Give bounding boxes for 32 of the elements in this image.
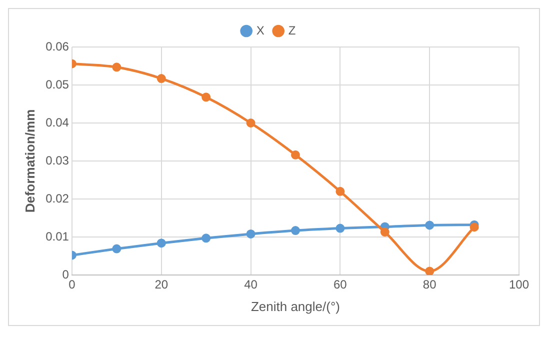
point	[336, 224, 345, 233]
y-tick-label: 0.06	[46, 39, 70, 54]
point	[290, 150, 300, 160]
y-tick-label: 0.04	[46, 115, 70, 130]
x-tick-label: 100	[508, 278, 530, 292]
x-tick-label: 80	[422, 278, 437, 292]
y-tick-label: 0.01	[46, 229, 70, 244]
y-tick-label: 0.03	[46, 153, 70, 168]
y-tick-label: 0.02	[46, 191, 70, 206]
x-tick-label: 40	[244, 278, 258, 292]
point	[246, 118, 256, 128]
point	[425, 220, 434, 230]
y-axis-title: Deformation/mm	[22, 109, 38, 213]
point	[112, 244, 122, 254]
point	[156, 238, 166, 248]
point	[336, 186, 345, 196]
point	[246, 229, 256, 238]
point	[290, 226, 300, 236]
y-tick-label: 0.05	[46, 77, 70, 92]
x-tick-label: 60	[334, 278, 348, 292]
point	[470, 222, 479, 232]
x-tick-label: 20	[154, 278, 168, 292]
legend-label: X	[256, 23, 264, 38]
point	[380, 228, 390, 237]
point	[202, 234, 211, 243]
legend-label: Z	[288, 23, 296, 38]
x-axis-title: Zenith angle/(°)	[250, 298, 340, 314]
y-tick-label: 0	[62, 267, 70, 282]
point	[112, 62, 122, 72]
point	[156, 74, 166, 84]
point	[202, 92, 211, 102]
point	[425, 266, 434, 275]
